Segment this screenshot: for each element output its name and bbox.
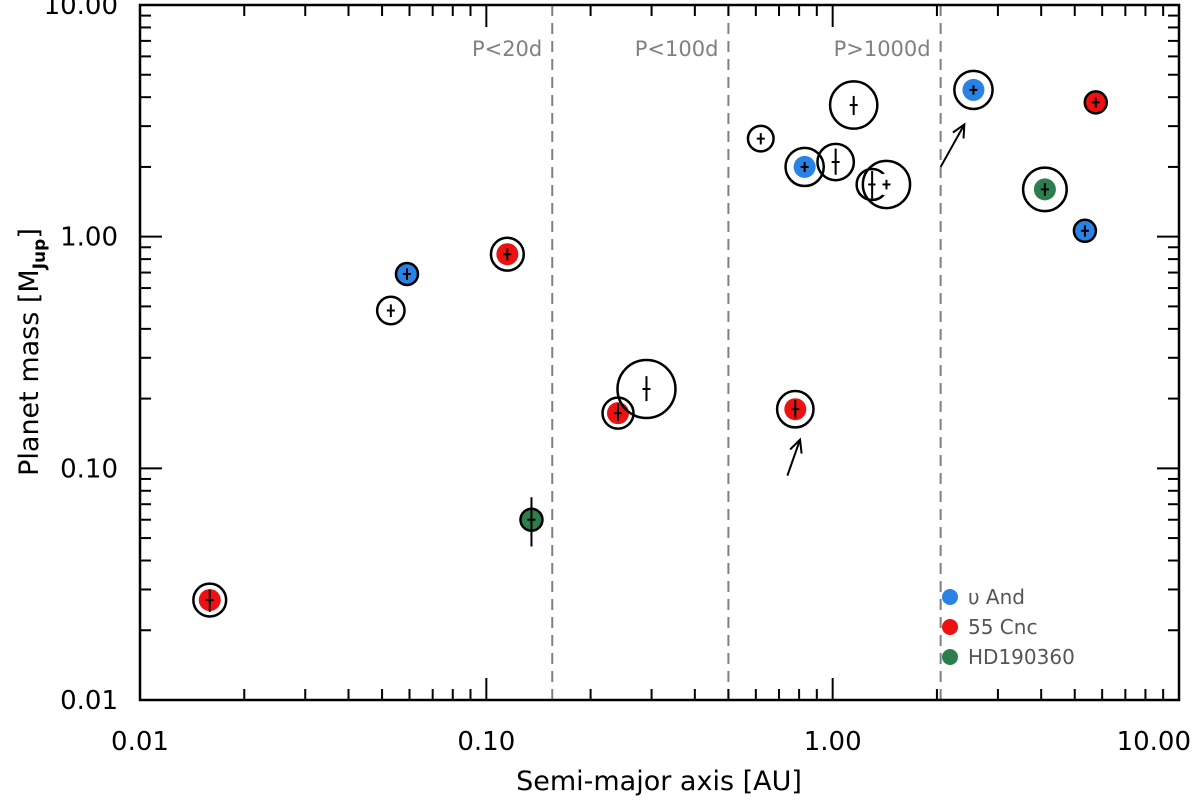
planet-point <box>489 236 526 272</box>
y-axis-label-sub: Jup <box>30 239 50 271</box>
uncertainty-ring <box>375 295 406 326</box>
x-axis-label: Semi-major axis [AU] <box>516 766 802 797</box>
arrow-head <box>789 437 803 454</box>
planet-point <box>375 295 406 326</box>
y-axis-label: Planet mass [MJup] <box>14 228 50 476</box>
arrow-shaft <box>939 123 966 168</box>
x-tick-label: 0.01 <box>111 727 169 757</box>
planet-point <box>1083 90 1109 115</box>
y-tick-label: 0.10 <box>60 454 118 484</box>
legend-swatch <box>942 619 958 635</box>
uncertainty-ring <box>828 80 879 130</box>
legend-label: υ And <box>968 585 1025 609</box>
legend-entry: 55 Cnc <box>942 615 1037 639</box>
planet-point <box>816 142 856 182</box>
uncertainty-ring <box>489 236 526 272</box>
uncertainty-ring <box>861 159 912 210</box>
arrow <box>786 437 803 476</box>
uncertainty-ring <box>775 389 815 429</box>
period-line-label: P<20d <box>472 37 542 61</box>
planet-point <box>1072 218 1098 244</box>
y-tick-label: 0.01 <box>60 686 118 716</box>
period-line-label: P>1000d <box>834 37 931 61</box>
arrow-head <box>952 122 966 139</box>
planet-point <box>616 358 677 420</box>
y-tick-label: 1.00 <box>60 223 118 253</box>
planet-point <box>953 69 994 111</box>
y-tick-label: 10.00 <box>44 0 118 21</box>
planet-point <box>861 159 912 210</box>
uncertainty-ring <box>746 124 775 153</box>
uncertainty-ring <box>784 146 825 188</box>
planet-point <box>394 261 420 287</box>
arrows-layer <box>786 122 966 476</box>
legend-entry: HD190360 <box>942 645 1075 669</box>
y-axis-label-group: Planet mass [MJup] <box>14 228 50 476</box>
legend-entry: υ And <box>942 585 1025 609</box>
uncertainty-ring <box>816 142 856 182</box>
planet-point <box>746 124 775 153</box>
period-lines-layer: P<20d P<100d P>1000d <box>472 5 942 700</box>
planet-point <box>1021 166 1068 213</box>
ticks-layer: 0.01 0.10 1.00 10.00 0.01 0.10 1.00 10.00 <box>44 0 1191 757</box>
x-tick-label: 10.00 <box>1117 727 1191 757</box>
planet-point <box>828 80 879 130</box>
legend-swatch <box>942 589 958 605</box>
planet-point <box>775 389 815 429</box>
legend-swatch <box>942 649 958 665</box>
legend: υ And 55 Cnc HD190360 <box>942 585 1075 669</box>
legend-label: 55 Cnc <box>968 615 1037 639</box>
x-tick-label: 0.10 <box>457 727 515 757</box>
axes-layer <box>138 3 1181 702</box>
y-axis-label-close: ] <box>14 228 45 239</box>
uncertainty-ring <box>1021 166 1068 213</box>
period-line-label: P<100d <box>635 37 719 61</box>
planet-point <box>519 497 544 547</box>
uncertainty-ring <box>953 69 994 111</box>
arrow <box>939 122 966 168</box>
uncertainty-ring <box>192 582 228 618</box>
uncertainty-ring <box>616 358 677 420</box>
x-tick-label: 1.00 <box>804 727 862 757</box>
data-points-layer <box>192 69 1109 618</box>
y-axis-label-main: Planet mass [M <box>14 269 45 476</box>
plot-frame <box>138 3 1181 702</box>
planet-point <box>784 146 825 188</box>
arrow-shaft <box>786 439 801 476</box>
planet-point <box>192 582 228 618</box>
legend-label: HD190360 <box>968 645 1075 669</box>
